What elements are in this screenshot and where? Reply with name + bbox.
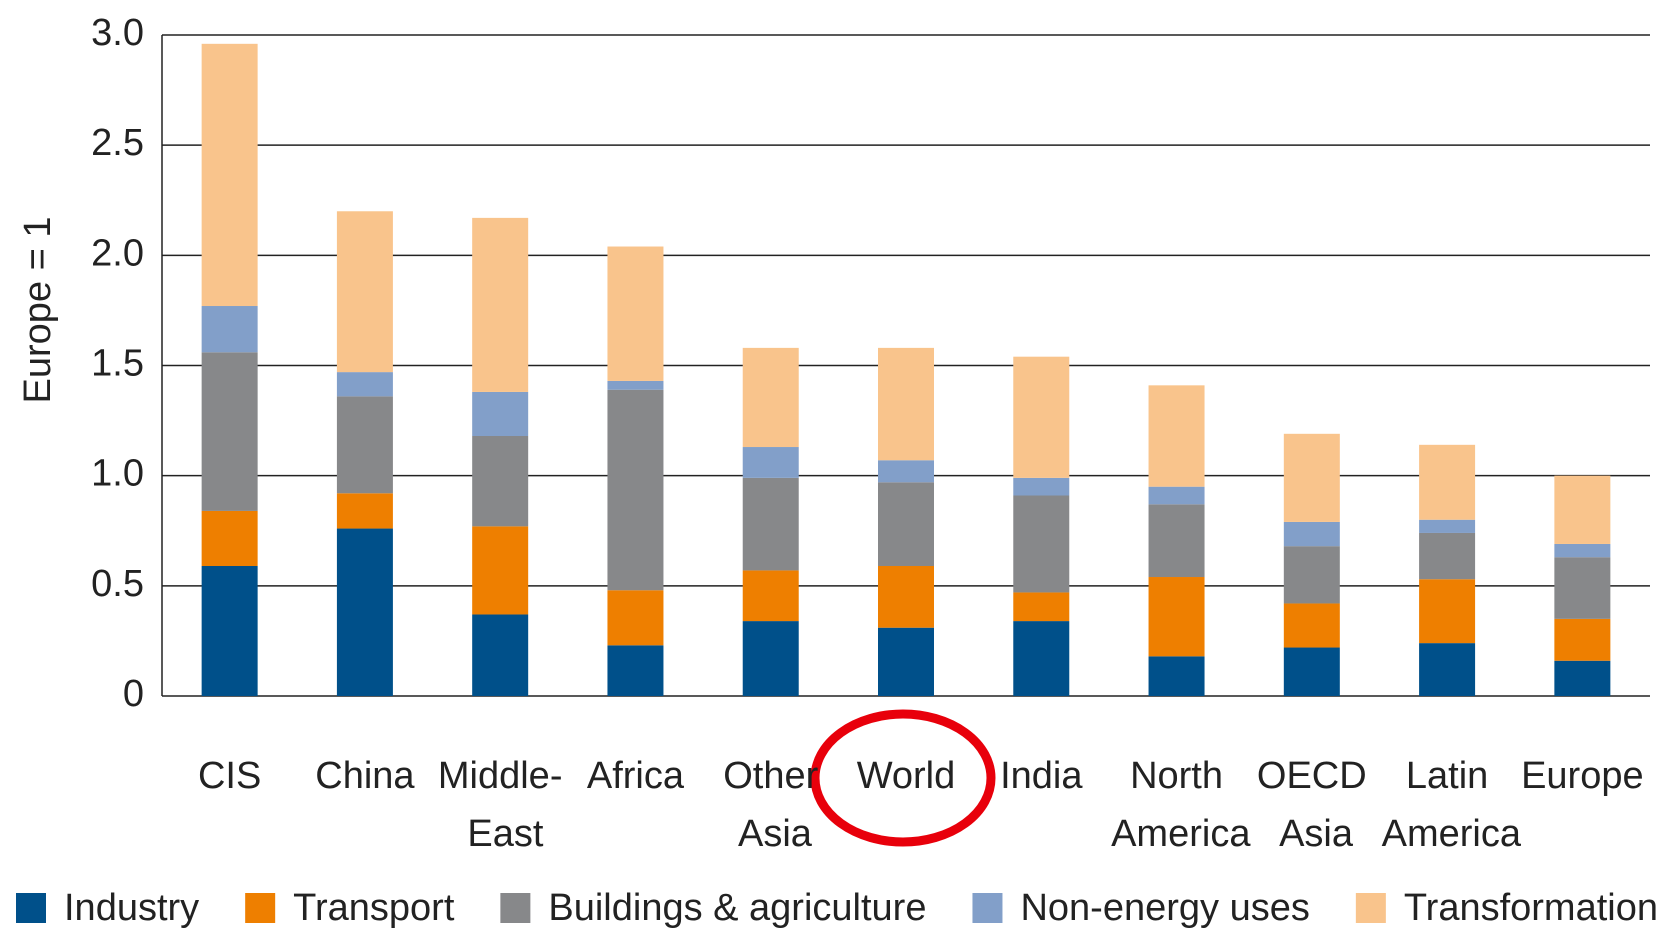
bar-segment: [201, 43, 258, 307]
x-tick-label: India: [1000, 755, 1083, 797]
legend-swatch: [500, 893, 531, 923]
bar-segment: [607, 380, 664, 390]
bar-segment: [472, 436, 529, 527]
y-tick-label: 1.5: [91, 343, 144, 385]
bar-segment: [1148, 486, 1205, 505]
x-tick-label: Middle- East: [438, 755, 563, 855]
bar-segment: [1419, 519, 1476, 533]
bar-segment: [1554, 557, 1611, 619]
bar-segment: [607, 246, 664, 381]
bar-segment: [201, 306, 258, 353]
bar-segment: [201, 352, 258, 511]
bar-segment: [742, 570, 799, 622]
bar-segment: [878, 627, 934, 696]
legend-swatch: [972, 893, 1003, 923]
x-tick-label: World: [857, 755, 956, 797]
legend-label: Transformation: [1404, 887, 1658, 929]
x-tick-label: CIS: [198, 755, 261, 797]
bar-segment: [1283, 433, 1340, 522]
bar-segment: [1554, 475, 1611, 544]
x-tick-label: Europe: [1521, 755, 1644, 797]
bar-segment: [1554, 543, 1611, 558]
bar-segment: [1419, 643, 1476, 696]
bar-segment: [1283, 521, 1340, 547]
y-tick-label: 0: [123, 673, 144, 715]
x-tick-label: China: [315, 755, 415, 797]
bar-segment: [472, 391, 529, 437]
bar-segment: [1148, 504, 1205, 578]
x-tick-label: Latin America: [1373, 755, 1522, 855]
bar-segment: [742, 621, 799, 696]
bar-segment: [1013, 495, 1070, 593]
bar-segment: [1013, 592, 1070, 622]
bar-segment: [1013, 621, 1070, 696]
bar-segment: [1013, 356, 1070, 478]
x-tick-label: North America: [1103, 755, 1252, 855]
bar-segment: [1419, 579, 1476, 644]
bar-segment: [336, 396, 393, 494]
bar-segment: [472, 526, 529, 615]
x-tick-label: Other Asia: [723, 755, 818, 855]
legend-swatch: [1355, 893, 1386, 923]
x-tick-label: Africa: [587, 755, 685, 797]
highlight-circle: [810, 709, 996, 847]
y-tick-label: 0.5: [91, 563, 144, 605]
bar-segment: [1148, 577, 1205, 657]
legend-label: Industry: [64, 887, 199, 929]
bar-segment: [742, 477, 799, 571]
bar-segment: [1283, 546, 1340, 604]
legend-label: Non-energy uses: [1020, 887, 1309, 929]
y-tick-label: 2.0: [91, 232, 144, 274]
y-axis-label: Europe = 1: [17, 217, 59, 404]
bar-segment: [1013, 477, 1070, 496]
bar-segment: [607, 590, 664, 646]
legend-label: Buildings & agriculture: [548, 887, 926, 929]
bar-segment: [878, 482, 934, 567]
y-tick-label: 2.5: [91, 122, 144, 164]
bar-segment: [1419, 532, 1476, 580]
x-tick-label: OECD Asia: [1257, 755, 1367, 855]
bar-segment: [336, 493, 393, 529]
bar-segment: [336, 372, 393, 397]
bar-segment: [1283, 647, 1340, 696]
bar-segment: [742, 347, 799, 448]
bar-segment: [1148, 385, 1205, 487]
bar-segment: [607, 389, 664, 591]
bar-segment: [472, 217, 529, 392]
bar-segment: [878, 460, 934, 483]
bar-segment: [878, 347, 934, 461]
bar-segment: [742, 447, 799, 478]
legend-label: Transport: [293, 887, 455, 929]
legend-swatch: [245, 893, 276, 923]
legend-swatch: [16, 893, 46, 923]
bar-segment: [201, 566, 258, 696]
bar-segment: [1554, 660, 1611, 696]
bar-segment: [878, 566, 934, 628]
y-tick-label: 1.0: [91, 453, 144, 495]
bar-segment: [1554, 618, 1611, 661]
bar-segment: [1283, 603, 1340, 648]
bar-segment: [201, 510, 258, 567]
bar-segment: [607, 645, 664, 696]
bar-segment: [472, 614, 529, 696]
bar-segment: [1419, 444, 1476, 520]
y-tick-label: 3.0: [91, 12, 144, 54]
bar-segment: [336, 528, 393, 696]
bar-segment: [336, 211, 393, 373]
bar-segment: [1148, 656, 1205, 696]
